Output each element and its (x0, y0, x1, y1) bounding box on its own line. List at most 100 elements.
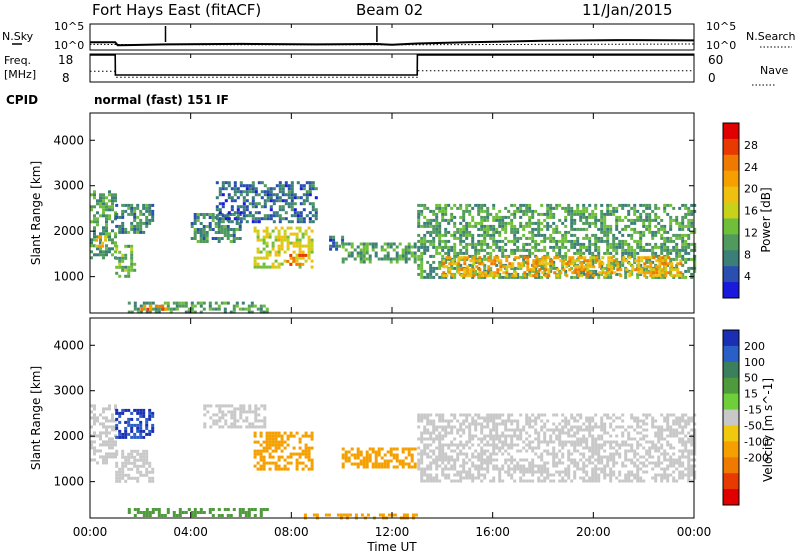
power-cell (618, 242, 622, 246)
power-cell (199, 301, 203, 305)
power-cell (520, 262, 524, 266)
power-cell (552, 236, 556, 240)
power-cell (486, 230, 490, 234)
velocity-cell (588, 455, 592, 459)
power-cell (281, 187, 285, 191)
power-cell (507, 209, 511, 213)
velocity-cell (678, 470, 682, 474)
velocity-cell (477, 458, 481, 462)
power-cell (133, 218, 137, 222)
velocity-cell (555, 461, 559, 465)
power-cell (275, 193, 279, 197)
velocity-cell (591, 440, 595, 444)
power-cell (236, 217, 240, 221)
power-cell (519, 203, 523, 207)
power-cell (577, 259, 581, 263)
power-cell (486, 218, 490, 222)
power-cell (519, 248, 523, 252)
power-cell (420, 209, 424, 213)
velocity-cell (444, 455, 448, 459)
power-cell (102, 202, 105, 206)
power-cell (233, 187, 237, 191)
velocity-cell (612, 440, 616, 444)
power-cell (287, 205, 291, 209)
velocity-cell (301, 434, 305, 438)
power-cell (535, 271, 539, 275)
power-cell (606, 236, 610, 240)
power-cell (529, 268, 533, 272)
velocity-cell (395, 459, 399, 463)
power-cell (471, 269, 475, 273)
velocity-cell (277, 446, 281, 450)
velocity-cell (537, 440, 541, 444)
velocity-cell (681, 476, 685, 480)
power-cell (553, 271, 557, 275)
velocity-cell (543, 440, 547, 444)
power-cell (233, 193, 237, 197)
velocity-cell (660, 461, 664, 465)
velocity-cell (588, 422, 592, 426)
power-cell (432, 224, 436, 228)
power-cell (262, 265, 266, 269)
power-cell (549, 239, 553, 243)
velocity-cell (99, 443, 102, 447)
power-cell (453, 266, 457, 270)
velocity-cell (546, 467, 550, 471)
power-cell (670, 265, 674, 269)
velocity-cell (645, 449, 649, 453)
power-cell (248, 214, 252, 218)
velocity-cell (468, 470, 472, 474)
power-cell (499, 268, 503, 272)
velocity-cell (438, 440, 442, 444)
power-cell (495, 212, 499, 216)
velocity-cell (687, 452, 691, 456)
power-cell (290, 220, 294, 224)
power-cell (679, 274, 683, 278)
power-cell (102, 253, 105, 257)
velocity-cell (238, 511, 242, 514)
power-cell (499, 259, 503, 263)
velocity-cell (468, 458, 472, 462)
power-cell (453, 257, 457, 261)
velocity-cell (687, 437, 691, 441)
velocity-cell (193, 508, 197, 511)
power-cell (127, 206, 131, 210)
power-cell (404, 245, 408, 249)
velocity-cell (579, 437, 583, 441)
velocity-cell (142, 411, 146, 415)
velocity-cell (669, 461, 673, 465)
power-cell (227, 193, 231, 197)
velocity-cell (690, 473, 694, 477)
velocity-cell (528, 434, 532, 438)
power-cell (114, 232, 117, 236)
velocity-cell (657, 428, 661, 432)
velocity-cell (663, 467, 667, 471)
velocity-cell (579, 467, 583, 471)
velocity-cell (594, 470, 598, 474)
velocity-cell (265, 431, 269, 435)
velocity-cell (444, 452, 448, 456)
velocity-cell (295, 461, 299, 465)
velocity-cell (633, 476, 637, 480)
power-cell (395, 245, 399, 249)
power-cell (684, 251, 688, 255)
power-cell (474, 203, 478, 207)
velocity-cell (377, 465, 381, 469)
velocity-cell (262, 464, 266, 468)
power-cell (547, 262, 551, 266)
power-cell (534, 245, 538, 249)
power-cell (579, 215, 583, 219)
power-cell (513, 224, 517, 228)
power-cell (196, 213, 200, 216)
power-cell (93, 217, 96, 221)
power-cell (549, 236, 553, 240)
velocity-cell (663, 455, 667, 459)
power-cell (624, 224, 628, 228)
velocity-cell (561, 413, 565, 417)
velocity-cell (552, 455, 556, 459)
power-cell (238, 307, 242, 311)
velocity-cell (327, 513, 331, 517)
power-cell (459, 239, 463, 243)
power-cell (669, 227, 673, 231)
